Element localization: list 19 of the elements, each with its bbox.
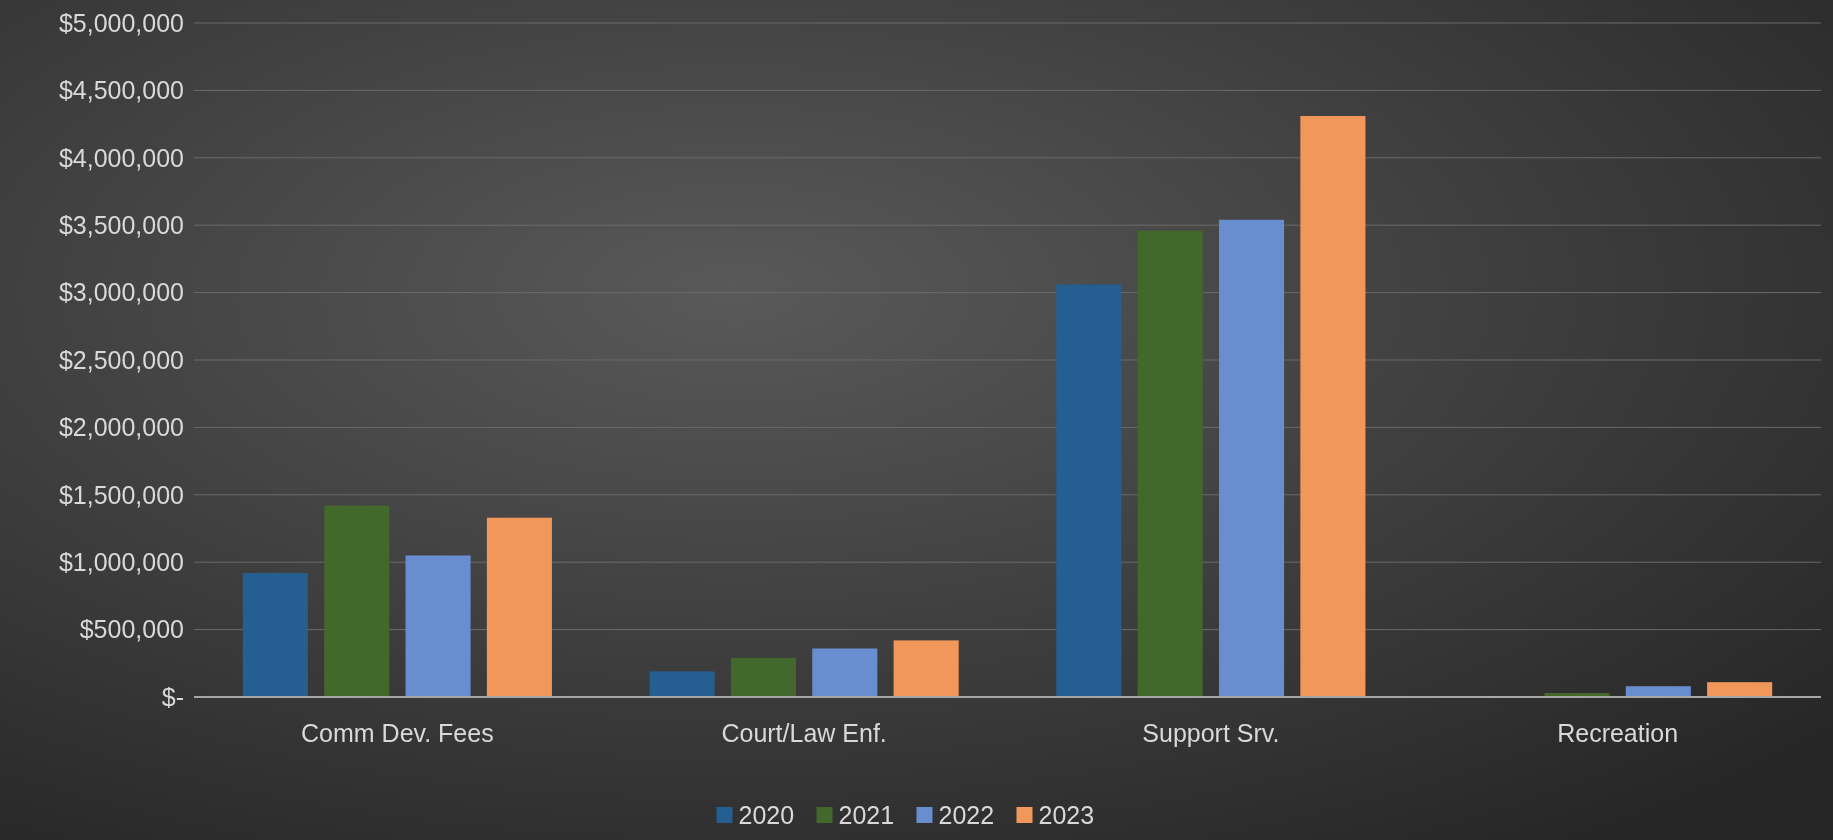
x-tick-label: Support Srv.: [1142, 719, 1280, 747]
y-tick-label: $5,000,000: [58, 8, 184, 37]
legend-label: 2023: [1038, 800, 1095, 829]
legend-label: 2021: [838, 800, 895, 829]
y-tick-label: $2,500,000: [58, 345, 184, 374]
legend-label: 2022: [938, 800, 995, 829]
y-tick-label: $4,500,000: [58, 76, 184, 105]
x-tick-label: Recreation: [1557, 719, 1679, 747]
x-tick-label: Comm Dev. Fees: [301, 719, 494, 747]
y-tick-label: $1,000,000: [58, 547, 184, 576]
y-tick-label: $3,500,000: [58, 210, 184, 239]
y-tick-label: $1,500,000: [58, 480, 184, 509]
y-tick-label: $3,000,000: [58, 278, 184, 307]
y-tick-label: $500,000: [79, 615, 184, 644]
x-tick-label: Court/Law Enf.: [721, 719, 887, 747]
y-tick-label: $4,000,000: [58, 143, 184, 172]
y-tick-label: $2,000,000: [58, 413, 184, 442]
legend-label: 2020: [738, 800, 795, 829]
y-tick-label: $-: [161, 682, 184, 711]
